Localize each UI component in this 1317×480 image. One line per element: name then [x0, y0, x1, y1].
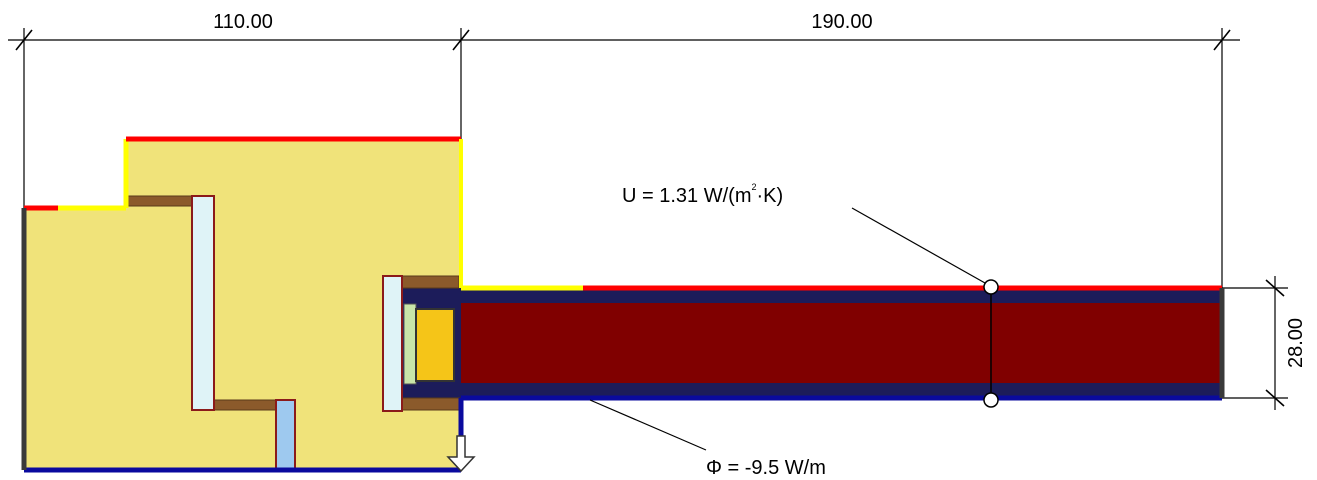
flux-label: Φ = -9.5 W/m: [706, 457, 826, 479]
timber-sill-upper: [125, 195, 193, 207]
membrane-layer-top: [461, 288, 1222, 303]
dim-tick-bottom-right: [1265, 389, 1285, 407]
timber-sill-lower: [213, 399, 277, 411]
dimension-lines: [8, 28, 1288, 410]
glazing-right: [382, 275, 403, 412]
flux-leader: [589, 399, 707, 451]
dimension-label-thickness: 28.00: [1285, 318, 1307, 368]
insulation-layer: [461, 303, 1222, 383]
down-arrow-icon: [446, 435, 476, 473]
interior-fill-region: [24, 139, 461, 470]
glazing-left: [191, 195, 215, 411]
boundary-conditions: [21, 136, 1225, 473]
dim-tick-left: [15, 29, 33, 51]
u-value-label: U = 1.31 W/(m2·K): [622, 182, 783, 207]
membrane-layer-bottom: [461, 383, 1222, 398]
dim-tick-right: [1213, 29, 1231, 51]
dimension-label-right: 190.00: [811, 11, 872, 33]
glazing-bottom: [275, 399, 296, 471]
circle-marker-icon: [983, 392, 999, 408]
dim-tick-middle: [452, 29, 470, 51]
frame-seal: [403, 303, 417, 385]
frame-core: [415, 308, 455, 382]
u-value-leader: [851, 207, 986, 284]
dim-tick-top-right: [1265, 279, 1285, 297]
dimension-label-left: 110.00: [213, 11, 273, 33]
timber-frame-bottom: [401, 397, 460, 411]
timber-frame-top: [401, 275, 460, 289]
circle-marker-icon: [983, 279, 999, 295]
